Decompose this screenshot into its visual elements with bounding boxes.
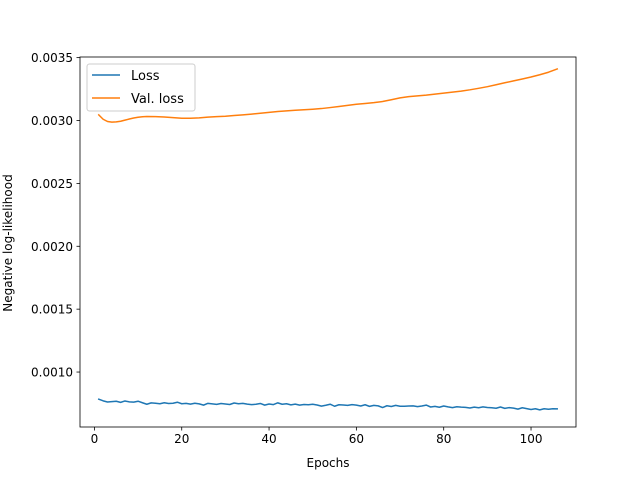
axes-layer: 0 20 40 60 80 100 0.0010 0.0015 0.0020 0.0025 0.00… bbox=[31, 51, 577, 446]
x-tick-label: 0 bbox=[91, 432, 99, 446]
y-tick-label: 0.0015 bbox=[31, 303, 73, 317]
y-tick-label: 0.0010 bbox=[31, 366, 73, 380]
x-tick-label: 20 bbox=[174, 432, 189, 446]
y-tick-label: 0.0035 bbox=[31, 51, 73, 65]
series-line-loss bbox=[97, 398, 559, 411]
y-tick-label: 0.0030 bbox=[31, 114, 73, 128]
series-line-val-loss bbox=[97, 67, 559, 123]
axes-frame bbox=[79, 56, 577, 428]
x-tick-label: 100 bbox=[520, 432, 543, 446]
x-tick-label: 60 bbox=[349, 432, 364, 446]
x-tick-label: 40 bbox=[261, 432, 276, 446]
legend-label-loss: Loss bbox=[131, 69, 160, 84]
x-axis-label: Epochs bbox=[307, 456, 350, 470]
legend-label-val-loss: Val. loss bbox=[131, 92, 184, 107]
legend: Loss Val. loss bbox=[86, 63, 196, 112]
y-tick-label: 0.0025 bbox=[31, 177, 73, 191]
x-tick-label: 80 bbox=[436, 432, 451, 446]
y-tick-label: 0.0020 bbox=[31, 240, 73, 254]
series-layer bbox=[97, 67, 559, 411]
y-axis-label: Negative log-likelihood bbox=[1, 174, 15, 311]
